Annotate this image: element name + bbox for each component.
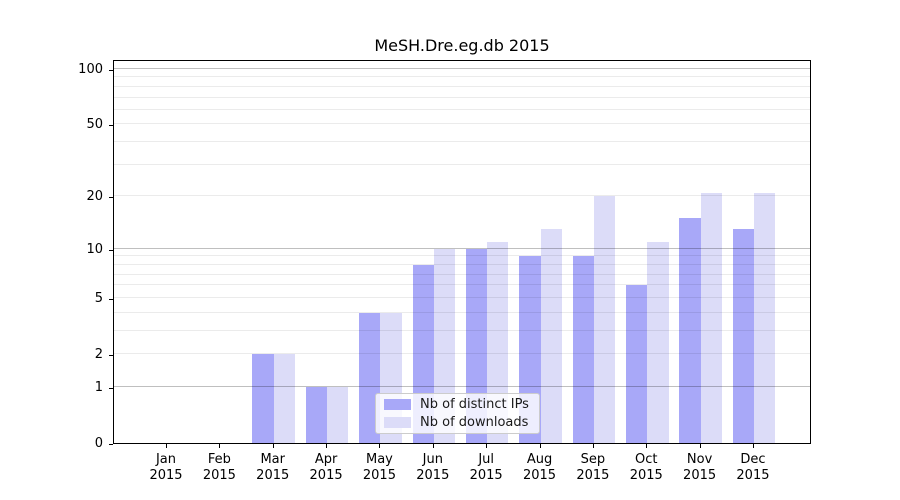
- y-label-0: 0: [94, 436, 103, 451]
- bar-nb-of-downloads-oct: [647, 241, 669, 443]
- y-label-1: 1: [94, 380, 103, 395]
- x-label-year: 2015: [629, 468, 663, 483]
- y-label-50: 50: [86, 117, 103, 132]
- x-tick-mar: [272, 444, 274, 448]
- x-label-sep: Sep 2015: [561, 452, 625, 484]
- x-tick-nov: [699, 444, 701, 448]
- x-label-month: Apr: [314, 452, 338, 467]
- bar-nb-of-downloads-nov: [700, 192, 722, 443]
- x-label-jun: Jun 2015: [401, 452, 465, 484]
- x-label-month: Feb: [207, 452, 231, 467]
- x-tick-may: [379, 444, 381, 448]
- x-label-year: 2015: [469, 468, 503, 483]
- legend-swatch-distinct-ips: [384, 399, 411, 410]
- y-label-5: 5: [94, 291, 103, 306]
- bar-nb-of-distinct-ips-nov: [679, 218, 701, 443]
- x-label-month: Dec: [740, 452, 766, 467]
- x-label-year: 2015: [522, 468, 557, 483]
- x-label-month: Aug: [526, 452, 553, 467]
- y-tick-5: [109, 299, 113, 300]
- x-label-year: 2015: [202, 468, 236, 483]
- x-label-year: 2015: [416, 468, 450, 483]
- y-tick-0: [109, 444, 113, 445]
- y-label-20: 20: [86, 189, 103, 204]
- gridline-major-100: [114, 68, 810, 70]
- legend-label-downloads: Nb of downloads: [420, 415, 529, 430]
- x-tick-aug: [539, 444, 541, 448]
- x-tick-dec: [752, 444, 754, 448]
- x-label-month: Jan: [155, 452, 177, 467]
- x-label-year: 2015: [362, 468, 396, 483]
- x-label-year: 2015: [576, 468, 610, 483]
- x-tick-oct: [646, 444, 648, 448]
- x-tick-jun: [432, 444, 434, 448]
- y-tick-20: [109, 197, 113, 198]
- chart-title: MeSH.Dre.eg.db 2015: [374, 36, 550, 55]
- x-label-month: Nov: [686, 452, 713, 467]
- bar-nb-of-downloads-sep: [593, 196, 616, 443]
- x-label-oct: Oct 2015: [614, 452, 678, 484]
- bar-nb-of-downloads-mar: [273, 353, 296, 443]
- gridline-minor-50: [114, 123, 810, 125]
- x-label-may: May 2015: [347, 452, 411, 484]
- y-tick-100: [109, 70, 113, 71]
- x-label-month: May: [365, 452, 393, 467]
- bar-nb-of-downloads-apr: [327, 386, 349, 443]
- gridline-minor-90: [114, 76, 810, 78]
- x-label-year: 2015: [309, 468, 343, 483]
- gridline-minor-70: [114, 96, 810, 98]
- legend-swatch-downloads: [384, 417, 411, 428]
- x-label-dec: Dec 2015: [721, 452, 785, 484]
- x-label-nov: Nov 2015: [668, 452, 732, 484]
- x-tick-jan: [166, 444, 167, 448]
- gridline-minor-60: [114, 108, 810, 110]
- gridline-minor-40: [114, 141, 810, 143]
- x-label-month: Jul: [478, 452, 494, 467]
- legend-label-distinct-ips: Nb of distinct IPs: [420, 397, 529, 412]
- legend: Nb of distinct IPs Nb of downloads: [375, 393, 540, 434]
- bar-nb-of-distinct-ips-dec: [732, 229, 754, 443]
- gridline-minor-30: [114, 163, 810, 165]
- x-label-month: Jun: [422, 452, 443, 467]
- y-label-2: 2: [94, 347, 103, 362]
- x-tick-feb: [219, 444, 221, 448]
- bar-nb-of-distinct-ips-oct: [625, 285, 648, 443]
- x-label-feb: Feb 2015: [187, 452, 251, 484]
- y-tick-10: [109, 250, 113, 251]
- x-label-apr: Apr 2015: [294, 452, 358, 484]
- x-label-jul: Jul 2015: [454, 452, 518, 484]
- x-label-year: 2015: [256, 468, 290, 483]
- gridline-minor-80: [114, 85, 810, 87]
- bar-nb-of-downloads-jul: [487, 241, 509, 443]
- plot-area: [113, 60, 811, 444]
- x-tick-sep: [592, 444, 594, 448]
- bar-nb-of-distinct-ips-mar: [252, 353, 274, 443]
- y-label-10: 10: [86, 242, 103, 257]
- x-tick-jul: [486, 444, 488, 448]
- x-label-aug: Aug 2015: [508, 452, 572, 484]
- x-label-year: 2015: [149, 468, 183, 483]
- bar-nb-of-distinct-ips-apr: [305, 386, 328, 443]
- legend-item-distinct-ips: Nb of distinct IPs: [384, 397, 531, 412]
- y-tick-2: [109, 355, 113, 356]
- x-label-month: Mar: [260, 452, 285, 467]
- x-label-month: Sep: [580, 452, 606, 467]
- x-label-mar: Mar 2015: [241, 452, 305, 484]
- bar-nb-of-downloads-aug: [540, 229, 562, 443]
- x-tick-apr: [326, 444, 328, 448]
- y-tick-50: [109, 125, 113, 126]
- bar-nb-of-distinct-ips-sep: [572, 256, 594, 443]
- x-label-month: Oct: [634, 452, 658, 467]
- y-tick-1: [109, 388, 113, 389]
- x-label-year: 2015: [736, 468, 770, 483]
- x-label-jan: Jan 2015: [134, 452, 198, 484]
- legend-item-downloads: Nb of downloads: [384, 415, 531, 430]
- y-label-100: 100: [78, 62, 103, 77]
- bar-nb-of-downloads-dec: [753, 192, 776, 443]
- x-label-year: 2015: [683, 468, 717, 483]
